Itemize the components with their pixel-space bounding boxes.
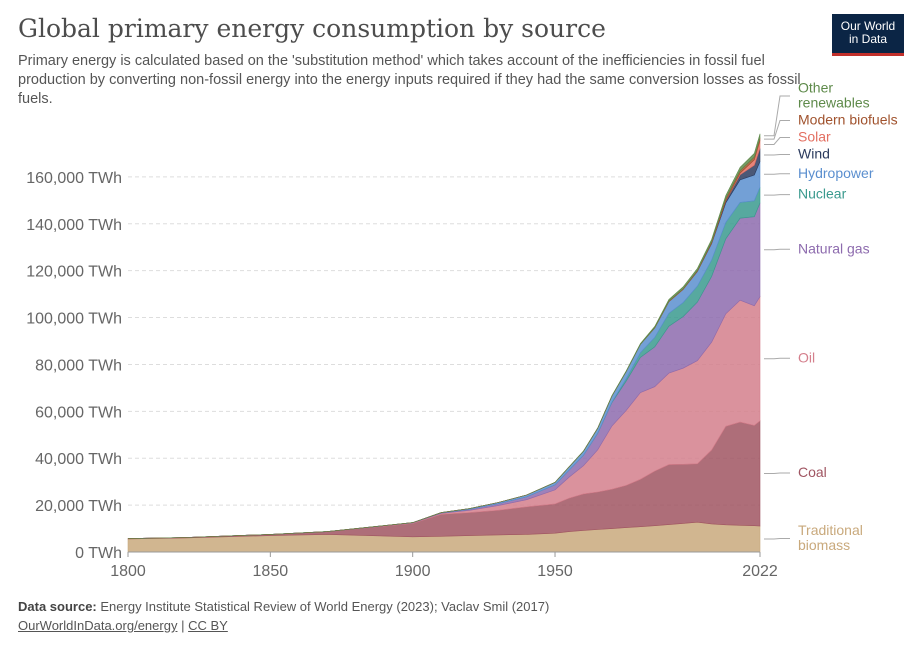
source-text: Energy Institute Statistical Review of W… [100, 599, 550, 614]
legend-connector [764, 472, 790, 474]
chart-title: Global primary energy consumption by sou… [18, 14, 606, 43]
legend-label-other-renewables: Other renewables [798, 79, 870, 110]
legend-label-solar: Solar [798, 128, 831, 144]
legend-label-nuclear: Nuclear [798, 186, 847, 202]
legend-label-natural-gas: Natural gas [798, 240, 870, 256]
y-tick-label: 80,000 TWh [35, 357, 122, 374]
legend-connector [764, 194, 790, 196]
x-tick-label: 1950 [537, 563, 573, 580]
owid-energy-link[interactable]: OurWorldInData.org/energy [18, 618, 178, 633]
y-tick-label: 100,000 TWh [26, 311, 122, 328]
y-tick-label: 160,000 TWh [26, 170, 122, 187]
license-link[interactable]: CC BY [188, 618, 228, 633]
x-tick-label: 1900 [395, 563, 431, 580]
y-tick-label: 40,000 TWh [35, 451, 122, 468]
legend-connector [764, 137, 790, 145]
legend-label-coal: Coal [798, 464, 827, 480]
legend-connector [764, 538, 790, 540]
y-tick-label: 20,000 TWh [35, 498, 122, 515]
legend-label-hydropower: Hydropower [798, 165, 874, 181]
chart-subtitle: Primary energy is calculated based on th… [18, 53, 801, 107]
legend-label-traditional-biomass: Traditional biomass [798, 522, 863, 553]
x-tick-label: 1800 [110, 563, 146, 580]
source-label: Data source: [18, 599, 97, 614]
logo-line-2: in Data [848, 32, 888, 46]
logo-line-1: Our World [840, 19, 896, 33]
legend-label-oil: Oil [798, 349, 815, 365]
chart-footer: Data source: Energy Institute Statistica… [18, 597, 549, 635]
y-tick-label: 0 TWh [75, 545, 122, 562]
area-other-renewables [127, 133, 761, 539]
owid-logo[interactable]: Our World in Data [832, 14, 904, 56]
legend-label-wind: Wind [798, 145, 830, 161]
footer-separator: | [181, 618, 185, 633]
source-line: Data source: Energy Institute Statistica… [18, 597, 549, 616]
x-tick-label: 1850 [253, 563, 289, 580]
legend-connector [764, 248, 790, 251]
legend-connector [764, 357, 790, 360]
y-tick-label: 120,000 TWh [26, 264, 122, 281]
link-line: OurWorldInData.org/energy | CC BY [18, 616, 549, 635]
legend-connector [764, 95, 790, 137]
x-tick-label: 2022 [742, 563, 778, 580]
y-tick-label: 140,000 TWh [26, 217, 122, 234]
y-tick-label: 60,000 TWh [35, 404, 122, 421]
legend-connector [764, 154, 790, 156]
legend-label-modern-biofuels: Modern biofuels [798, 111, 898, 127]
legend-connector [764, 173, 790, 175]
energy-area-chart: 0 TWh 20,000 TWh 40,000 TWh 60,000 TWh 80,00… [26, 79, 898, 580]
legend-connector [764, 120, 790, 140]
